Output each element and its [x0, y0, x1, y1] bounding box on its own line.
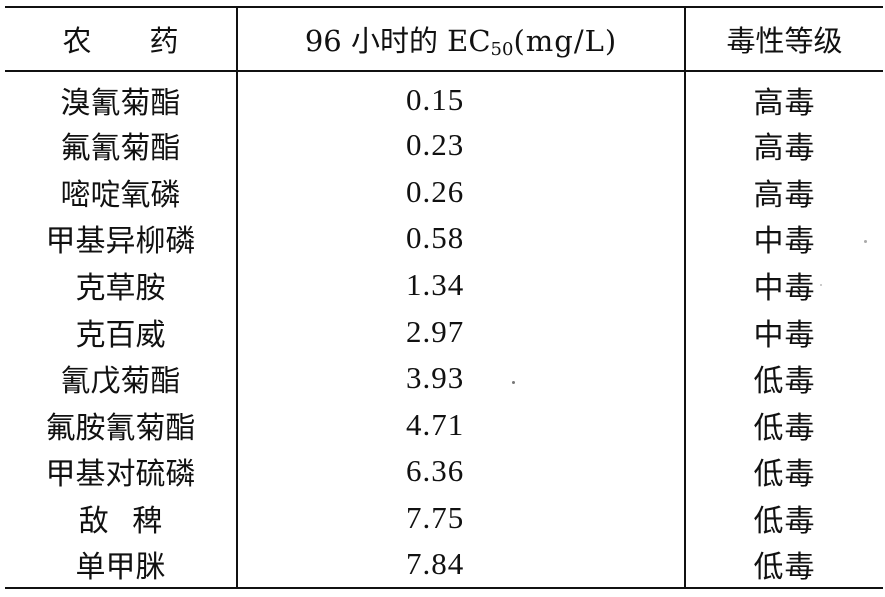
- toxicity-table-container: 农药 96 小时的 EC50(mg/L) 毒性等级 溴氰菊酯 0.15 高毒 氟氰菊酯…: [5, 6, 883, 590]
- pesticide-name-cell: 甲基对硫磷: [45, 457, 196, 493]
- toxicity-grade-cell: 中毒: [684, 215, 883, 262]
- header-pesticide-label: 农药: [62, 24, 237, 58]
- header-ec50-prefix: 96 小时的 EC: [304, 24, 491, 58]
- ec50-value-cell: 6.36: [236, 448, 685, 495]
- table-row: 甲基对硫磷 6.36 低毒: [5, 448, 883, 495]
- ec50-value-cell: 0.26: [236, 168, 685, 216]
- scan-speck: [864, 240, 867, 243]
- table-row: 克草胺 1.34 中毒: [5, 261, 883, 309]
- ec50-value-cell: 4.71: [236, 401, 685, 449]
- pesticide-name-cell: 嘧啶氧磷: [60, 177, 181, 213]
- scan-speck: [820, 284, 822, 286]
- pesticide-name-cell: 敌 稗: [78, 504, 163, 540]
- toxicity-grade-cell: 高毒: [684, 168, 883, 216]
- table-row: 氟胺氰菊酯 4.71 低毒: [5, 401, 883, 449]
- pesticide-name-cell: 氟胺氰菊酯: [45, 410, 196, 446]
- table-body: 溴氰菊酯 0.15 高毒 氟氰菊酯 0.23 高毒 嘧啶氧磷 0.26 高毒 甲基异柳磷 0.58 中…: [5, 71, 883, 588]
- pesticide-name-cell: 溴氰菊酯: [60, 86, 181, 121]
- header-ec50-subscript: 50: [490, 39, 514, 60]
- pesticide-name-cell: 甲基异柳磷: [45, 224, 196, 260]
- table-row: 溴氰菊酯 0.15 高毒: [5, 71, 883, 122]
- ec50-value-cell: 0.15: [236, 71, 685, 122]
- toxicity-grade-cell: 低毒: [684, 494, 883, 542]
- toxicity-grade-cell: 高毒: [684, 122, 883, 169]
- table-row: 单甲脒 7.84 低毒: [5, 541, 883, 588]
- table-row: 甲基异柳磷 0.58 中毒: [5, 215, 883, 262]
- toxicity-grade-cell: 高毒: [684, 71, 883, 122]
- pesticide-toxicity-table: 农药 96 小时的 EC50(mg/L) 毒性等级 溴氰菊酯 0.15 高毒 氟氰菊酯…: [5, 6, 883, 589]
- toxicity-grade-cell: 中毒: [684, 308, 883, 355]
- table-row: 嘧啶氧磷 0.26 高毒: [5, 168, 883, 216]
- toxicity-grade-cell: 低毒: [684, 448, 883, 495]
- ec50-value-cell: 1.34: [236, 261, 685, 309]
- ec50-value-cell: 7.75: [236, 494, 685, 542]
- header-ec50: 96 小时的 EC50(mg/L): [236, 7, 685, 71]
- pesticide-name-cell: 克草胺: [75, 271, 166, 307]
- pesticide-name-cell: 氰戊菊酯: [60, 364, 181, 400]
- header-ec50-unit: (mg/L): [513, 24, 618, 58]
- toxicity-grade-cell: 低毒: [684, 354, 883, 402]
- ec50-value-cell: 7.84: [236, 541, 685, 588]
- toxicity-grade-cell: 低毒: [684, 541, 883, 588]
- pesticide-name-cell: 克百威: [75, 317, 166, 353]
- table-header: 农药 96 小时的 EC50(mg/L) 毒性等级: [5, 7, 883, 71]
- toxicity-grade-cell: 中毒: [684, 261, 883, 309]
- pesticide-name-cell: 氟氰菊酯: [60, 131, 181, 167]
- ec50-value-cell: 3.93: [236, 354, 685, 402]
- scan-speck: [512, 381, 515, 384]
- table-row: 氰戊菊酯 3.93 低毒: [5, 354, 883, 402]
- ec50-value-cell: 0.23: [236, 122, 685, 169]
- header-pesticide: 农药: [5, 7, 237, 71]
- table-row: 敌 稗 7.75 低毒: [5, 494, 883, 542]
- ec50-value-cell: 2.97: [236, 308, 685, 355]
- table-row: 氟氰菊酯 0.23 高毒: [5, 122, 883, 169]
- ec50-value-cell: 0.58: [236, 215, 685, 262]
- header-toxicity: 毒性等级: [684, 7, 883, 71]
- pesticide-name-cell: 单甲脒: [75, 550, 166, 586]
- toxicity-grade-cell: 低毒: [684, 401, 883, 449]
- header-row: 农药 96 小时的 EC50(mg/L) 毒性等级: [5, 7, 883, 71]
- table-row: 克百威 2.97 中毒: [5, 308, 883, 355]
